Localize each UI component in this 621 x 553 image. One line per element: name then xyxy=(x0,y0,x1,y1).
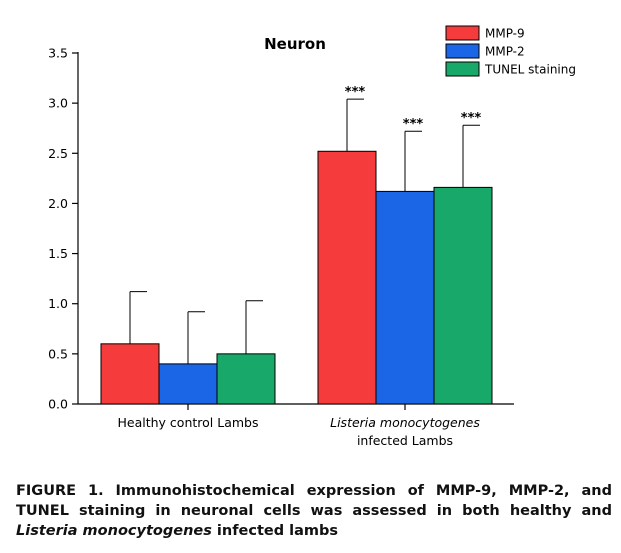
y-axis: 0.0 0.5 1.0 1.5 2.0 2.5 3.0 3.5 xyxy=(48,46,79,412)
bars: *** *** *** xyxy=(100,85,493,405)
caption-prefix: FIGURE 1. Immunohistochemical expression… xyxy=(16,483,612,519)
x-axis: Healthy control Lambs Listeria monocytoge… xyxy=(78,403,514,448)
caption-italic: Listeria monocytogenes xyxy=(16,523,212,539)
legend-swatch xyxy=(445,43,480,59)
bar-chart: Neuron MMP-9 MMP-2 TUNEL staining 0.0 0.5 1.… xyxy=(48,25,576,448)
y-tick-label: 0.5 xyxy=(48,346,68,361)
y-tick-label: 1.0 xyxy=(48,296,68,311)
y-tick-label: 3.5 xyxy=(48,46,68,61)
legend-label: MMP-9 xyxy=(485,27,525,41)
y-tick-label: 0.0 xyxy=(48,397,68,412)
chart-title: Neuron xyxy=(264,35,326,53)
bar-tunel-staining xyxy=(216,353,276,405)
legend-label: MMP-2 xyxy=(485,45,525,59)
x-category-label-line2: infected Lambs xyxy=(357,433,453,448)
x-category-label: Listeria monocytogenes xyxy=(330,415,480,430)
legend: MMP-9 MMP-2 TUNEL staining xyxy=(445,25,576,77)
significance-label: *** xyxy=(403,117,424,132)
bar-mmp-9 xyxy=(317,150,377,405)
bar-mmp-9 xyxy=(100,343,160,405)
y-tick-label: 2.5 xyxy=(48,146,68,161)
legend-swatch xyxy=(445,61,480,77)
bar-mmp-2 xyxy=(158,363,218,405)
legend-label: TUNEL staining xyxy=(484,63,576,77)
y-tick-label: 2.0 xyxy=(48,196,68,211)
significance-label: *** xyxy=(461,111,482,126)
bar-tunel-staining xyxy=(433,186,493,405)
y-tick-label: 1.5 xyxy=(48,246,68,261)
x-category-label-text: Healthy control Lambs xyxy=(118,415,259,430)
y-tick-label: 3.0 xyxy=(48,96,68,111)
bar-mmp-2 xyxy=(375,190,435,405)
x-category-label-italic: Listeria monocytogenes xyxy=(330,415,480,430)
legend-swatch xyxy=(445,25,480,41)
figure-caption: FIGURE 1. Immunohistochemical expression… xyxy=(16,481,612,541)
caption-suffix: infected lambs xyxy=(211,523,339,539)
significance-label: *** xyxy=(345,85,366,100)
x-category-label: Healthy control Lambs xyxy=(118,415,259,430)
